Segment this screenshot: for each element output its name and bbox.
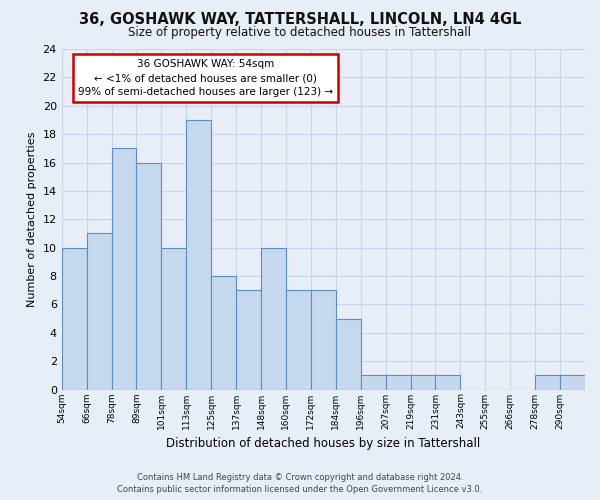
Text: 36, GOSHAWK WAY, TATTERSHALL, LINCOLN, LN4 4GL: 36, GOSHAWK WAY, TATTERSHALL, LINCOLN, L… — [79, 12, 521, 28]
Bar — [286, 290, 311, 390]
Bar — [62, 248, 86, 390]
Text: Size of property relative to detached houses in Tattershall: Size of property relative to detached ho… — [128, 26, 472, 39]
Bar — [112, 148, 136, 390]
Bar — [236, 290, 261, 390]
Bar — [186, 120, 211, 390]
Bar — [261, 248, 286, 390]
Bar — [86, 234, 112, 390]
Bar — [311, 290, 336, 390]
X-axis label: Distribution of detached houses by size in Tattershall: Distribution of detached houses by size … — [166, 437, 481, 450]
Bar — [386, 376, 410, 390]
Y-axis label: Number of detached properties: Number of detached properties — [27, 132, 37, 307]
Text: 36 GOSHAWK WAY: 54sqm
← <1% of detached houses are smaller (0)
99% of semi-detac: 36 GOSHAWK WAY: 54sqm ← <1% of detached … — [78, 59, 333, 97]
Bar — [361, 376, 386, 390]
Bar — [410, 376, 436, 390]
Bar — [560, 376, 585, 390]
Bar — [161, 248, 186, 390]
Text: Contains HM Land Registry data © Crown copyright and database right 2024.
Contai: Contains HM Land Registry data © Crown c… — [118, 473, 482, 494]
Bar — [211, 276, 236, 390]
Bar — [136, 162, 161, 390]
Bar — [336, 318, 361, 390]
Bar — [436, 376, 460, 390]
Bar — [535, 376, 560, 390]
